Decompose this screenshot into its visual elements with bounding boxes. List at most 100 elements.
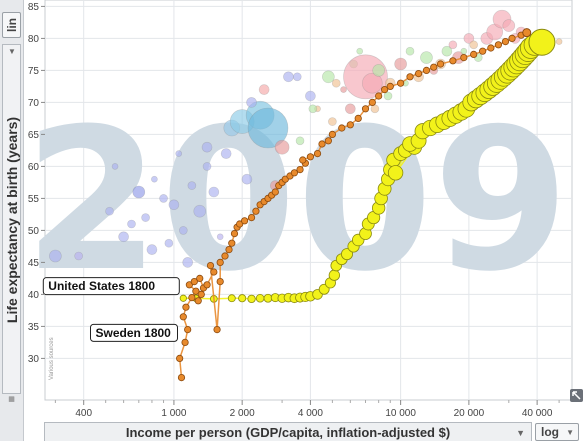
country-bubble xyxy=(441,45,453,57)
trail-point xyxy=(213,325,221,334)
trail-point xyxy=(494,41,503,49)
trail-point xyxy=(306,153,315,161)
current-bubble xyxy=(522,28,532,38)
x-tick-label: 1 000 xyxy=(161,408,186,419)
annotation-box xyxy=(89,323,178,342)
country-bubble xyxy=(127,219,136,229)
trail-point xyxy=(386,82,394,91)
country-bubble xyxy=(405,46,415,56)
y-axis-indicator-selector[interactable]: ▼ Life expectancy at birth (years) xyxy=(2,44,21,394)
year-watermark: 2009 xyxy=(24,87,569,315)
x-scale-toggle[interactable]: log ▼ xyxy=(535,423,579,441)
country-bubble xyxy=(295,136,305,146)
country-bubble xyxy=(151,175,158,183)
y-tick-label: 55 xyxy=(28,194,40,205)
country-bubble xyxy=(292,72,302,82)
country-bubble xyxy=(274,139,290,155)
country-annotation: United States 1800 xyxy=(42,277,180,296)
trail-point xyxy=(508,34,516,43)
y-tick-label: 80 xyxy=(28,34,40,45)
country-bubble xyxy=(328,117,337,126)
trail-point xyxy=(179,313,187,321)
trail-point xyxy=(216,258,224,266)
trail-point xyxy=(387,165,404,181)
trail-point xyxy=(181,338,189,346)
chevron-down-icon: ▼ xyxy=(566,428,574,437)
country-bubble xyxy=(164,238,174,248)
trail-point xyxy=(290,169,299,177)
country-annotation: Sweden 1800 xyxy=(89,323,178,342)
country-bubble xyxy=(168,199,180,211)
country-bubble xyxy=(105,206,114,216)
y-scale-toggle[interactable]: lin xyxy=(2,12,21,38)
x-axis-indicator-selector[interactable]: Income per person (GDP/capita, inflation… xyxy=(44,422,532,441)
trail-point xyxy=(236,220,244,228)
trail-point xyxy=(240,217,249,225)
x-tick-label: 2 000 xyxy=(230,408,255,419)
country-bubble xyxy=(331,78,341,88)
country-bubble xyxy=(356,47,364,55)
trail-point xyxy=(406,73,414,81)
trail-point xyxy=(192,287,200,295)
source-note: Various sources xyxy=(49,337,55,380)
country-bubble xyxy=(305,90,316,102)
annotation-label: United States 1800 xyxy=(48,279,155,293)
trail-point xyxy=(185,281,193,289)
country-bubble xyxy=(372,64,385,77)
country-bubble xyxy=(187,181,197,190)
trail-point xyxy=(228,239,236,247)
y-tick-label: 75 xyxy=(28,66,40,77)
trail-point xyxy=(470,50,478,59)
trail-point xyxy=(430,63,438,71)
country-bubble xyxy=(132,185,146,199)
y-tick-label: 45 xyxy=(28,258,40,269)
trail-point xyxy=(328,269,340,281)
trail-point xyxy=(255,293,265,303)
y-tick-label: 30 xyxy=(28,354,40,365)
country-bubble xyxy=(208,186,220,198)
trail-point xyxy=(196,274,204,282)
country-bubble xyxy=(246,97,257,108)
trail-point xyxy=(271,188,279,196)
trail-point xyxy=(338,124,346,132)
trail-point xyxy=(313,150,322,158)
trail-point xyxy=(176,354,184,362)
trail-point xyxy=(422,66,431,75)
trail-point xyxy=(177,373,186,382)
country-bubble xyxy=(141,213,150,222)
country-bubble xyxy=(502,19,516,32)
trail-point xyxy=(487,44,495,52)
trail-point xyxy=(188,293,196,302)
trail-point xyxy=(247,214,256,222)
country-bubble xyxy=(308,104,318,114)
country-bubble xyxy=(460,47,468,55)
trail-point xyxy=(263,293,273,303)
expand-icon[interactable] xyxy=(570,389,583,402)
trail-point xyxy=(227,294,236,303)
country-bubble xyxy=(241,173,253,185)
trail-point xyxy=(190,277,198,286)
trail-point xyxy=(210,268,218,276)
grid-handle-icon: ▦ xyxy=(8,396,15,403)
x-tick-label: 400 xyxy=(75,408,92,419)
trail-point xyxy=(460,53,468,62)
x-tick-label: 40 000 xyxy=(522,408,553,419)
trail-point xyxy=(341,248,353,261)
trail-point xyxy=(179,294,187,302)
y-tick-label: 85 xyxy=(28,2,40,13)
trail-point xyxy=(318,140,326,148)
country-bubble xyxy=(111,163,119,170)
trail-point xyxy=(346,121,354,129)
country-bubble xyxy=(182,257,193,268)
y-tick-label: 50 xyxy=(28,226,40,237)
current-bubble xyxy=(528,28,556,56)
trail-point xyxy=(299,156,307,164)
country-bubble xyxy=(362,72,383,94)
trail-point xyxy=(414,70,423,78)
trail-point xyxy=(182,303,190,311)
left-control-bar: lin ▼ Life expectancy at birth (years) ▦ xyxy=(0,0,24,441)
country-bubble xyxy=(340,86,347,93)
trail-point xyxy=(184,325,192,334)
trail-point xyxy=(324,137,332,145)
